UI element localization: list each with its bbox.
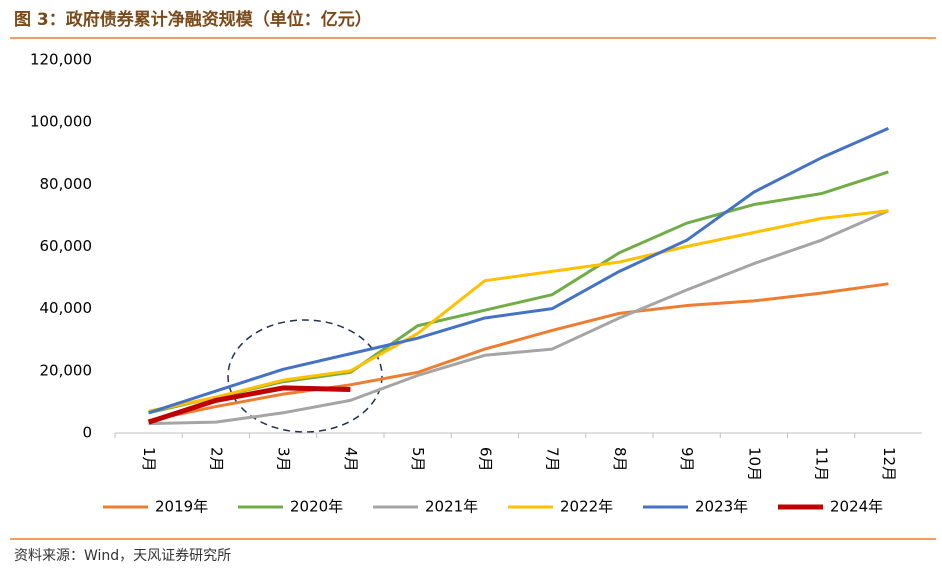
x-tick-label: 8月 <box>611 447 629 472</box>
y-tick-label: 40,000 <box>40 299 93 317</box>
legend-label: 2022年 <box>560 498 613 516</box>
y-tick-label: 80,000 <box>40 175 93 193</box>
series-line <box>147 385 351 425</box>
y-tick-label: 20,000 <box>40 361 93 379</box>
x-tick-label: 5月 <box>409 447 427 472</box>
highlight-ellipse <box>227 319 383 433</box>
x-tick-label: 2月 <box>207 447 225 472</box>
legend-label: 2019年 <box>155 498 208 516</box>
y-tick-label: 100,000 <box>30 113 92 131</box>
x-tick-label: 6月 <box>476 447 494 472</box>
x-tick-label: 3月 <box>275 447 293 472</box>
y-tick-label: 0 <box>82 424 92 442</box>
x-tick-label: 7月 <box>544 447 562 472</box>
x-tick-label: 11月 <box>813 447 831 481</box>
x-tick-label: 10月 <box>745 447 763 481</box>
legend-label: 2020年 <box>290 498 343 516</box>
series-line <box>148 127 889 415</box>
series-line <box>148 209 889 413</box>
x-tick-label: 9月 <box>678 447 696 472</box>
legend-label: 2023年 <box>695 498 748 516</box>
x-tick-label: 12月 <box>880 447 898 481</box>
chart-title: 图 3：政府债券累计净融资规模（单位：亿元） <box>14 9 372 30</box>
y-tick-label: 120,000 <box>30 51 92 69</box>
series-line <box>148 209 889 426</box>
legend-label: 2024年 <box>830 498 883 516</box>
x-tick-label: 4月 <box>342 447 360 472</box>
legend-label: 2021年 <box>425 498 478 516</box>
y-tick-label: 60,000 <box>40 237 93 255</box>
source: 资料来源：Wind，天风证券研究所 <box>14 548 231 564</box>
x-tick-label: 1月 <box>140 447 158 472</box>
series-line <box>148 282 889 423</box>
